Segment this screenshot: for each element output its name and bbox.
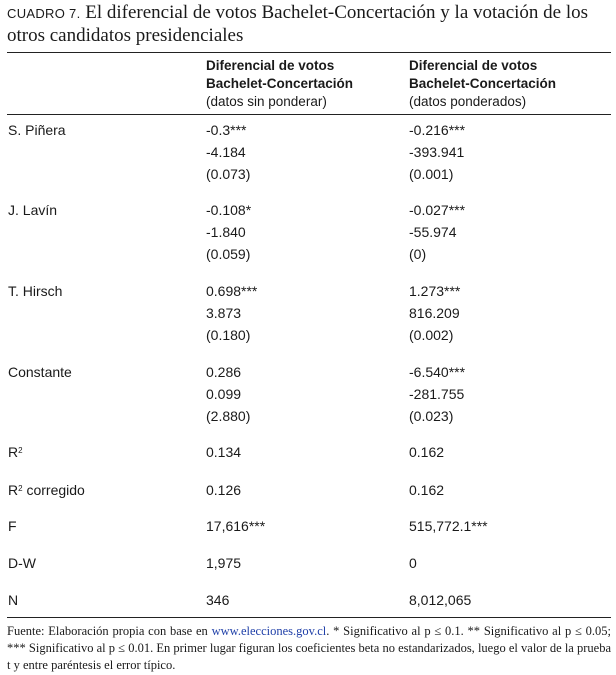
table-cell: 0.286 bbox=[206, 364, 242, 380]
table-cell: (2.880) bbox=[206, 408, 251, 424]
table-number: CUADRO 7. bbox=[7, 6, 81, 21]
table-cell: 17,616*** bbox=[206, 518, 266, 534]
stat-label-f: F bbox=[8, 518, 17, 534]
table-title: CUADRO 7. El diferencial de votos Bachel… bbox=[7, 2, 612, 47]
table-cell: (0.023) bbox=[409, 408, 454, 424]
table-cell: (0.180) bbox=[206, 327, 251, 343]
stat-label-n: N bbox=[8, 592, 19, 608]
column-header-unweighted: Diferencial de votos Bachelet-Concertaci… bbox=[206, 58, 354, 109]
table-cell: -1.840 bbox=[206, 224, 246, 240]
table-cell: 816.209 bbox=[409, 305, 460, 321]
table-cell: 0.134 bbox=[206, 444, 242, 460]
bottom-rule bbox=[7, 617, 611, 618]
table-cell: 346 bbox=[206, 592, 230, 608]
source-link[interactable]: www.elecciones.gov.cl bbox=[211, 624, 327, 638]
table-cell: -4.184 bbox=[206, 144, 246, 160]
table-cell: (0.059) bbox=[206, 246, 251, 262]
table-cell: 0.099 bbox=[206, 386, 242, 402]
table-cell: -55.974 bbox=[409, 224, 457, 240]
stat-label-r2: R2 bbox=[8, 444, 23, 460]
table-cell: -0.108* bbox=[206, 202, 252, 218]
table-cell: (0) bbox=[409, 246, 427, 262]
table-cell: 8,012,065 bbox=[409, 592, 472, 608]
table-cell: -0.216*** bbox=[409, 122, 466, 138]
table-cell: 1,975 bbox=[206, 555, 242, 571]
table-footnote: Fuente: Elaboración propia con base en w… bbox=[7, 624, 612, 672]
table-cell: (0.002) bbox=[409, 327, 454, 343]
table-cell: -6.540*** bbox=[409, 364, 466, 380]
row-label: J. Lavín bbox=[8, 202, 58, 218]
table-caption: El diferencial de votos Bachelet-Concert… bbox=[7, 2, 589, 46]
table-cell: -0.3*** bbox=[206, 122, 247, 138]
column-header-weighted: Diferencial de votos Bachelet-Concertaci… bbox=[409, 58, 557, 109]
row-label: S. Piñera bbox=[8, 122, 66, 138]
row-label: Constante bbox=[8, 364, 72, 380]
header-rule bbox=[7, 114, 611, 115]
table-cell: -393.941 bbox=[409, 144, 465, 160]
table-cell: 0.162 bbox=[409, 482, 445, 498]
table-cell: 0.162 bbox=[409, 444, 445, 460]
table-cell: (0.073) bbox=[206, 166, 251, 182]
table-cell: 3.873 bbox=[206, 305, 242, 321]
table-cell: -0.027*** bbox=[409, 202, 466, 218]
table-cell: 0 bbox=[409, 555, 417, 571]
table-cell: 515,772.1*** bbox=[409, 518, 488, 534]
stat-label-dw: D-W bbox=[8, 555, 36, 571]
table-cell: 0.126 bbox=[206, 482, 242, 498]
table-cell: -281.755 bbox=[409, 386, 465, 402]
table-cell: 1.273*** bbox=[409, 283, 461, 299]
table-cell: 0.698*** bbox=[206, 283, 258, 299]
top-rule bbox=[7, 52, 611, 53]
table-cell: (0.001) bbox=[409, 166, 454, 182]
row-label: T. Hirsch bbox=[8, 283, 63, 299]
stat-label-r2-adjusted: R2 corregido bbox=[8, 482, 85, 498]
